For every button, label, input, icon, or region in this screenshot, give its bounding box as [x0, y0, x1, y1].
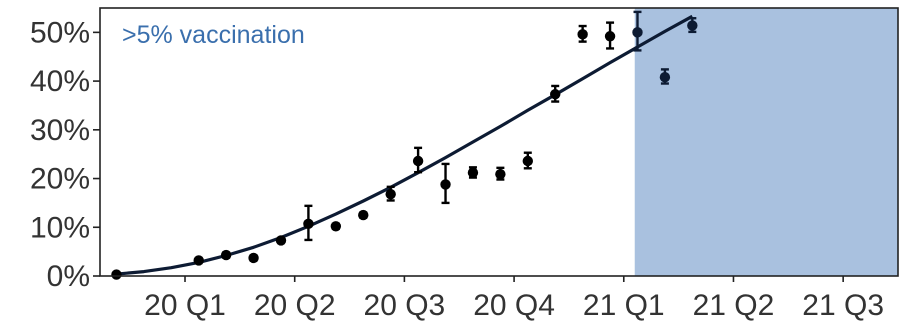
y-tick-label: 0% [47, 260, 90, 293]
data-point-marker [440, 179, 451, 190]
data-point-0 [111, 269, 122, 280]
data-point-16 [604, 21, 616, 50]
data-point-marker [220, 249, 232, 261]
data-point-marker [687, 20, 698, 31]
y-tick-label: 20% [30, 163, 90, 196]
y-tick-label: 40% [30, 65, 90, 98]
data-point-marker [193, 255, 204, 266]
data-point-marker [385, 188, 396, 200]
vaccination-shaded-region [634, 8, 898, 276]
data-point-14 [550, 84, 561, 103]
x-tick-label: 20 Q3 [364, 289, 446, 322]
data-point-15 [577, 24, 588, 43]
logistic-fit-line [116, 14, 694, 276]
data-point-marker [659, 71, 671, 83]
data-point-marker [577, 29, 588, 40]
y-tick-label: 30% [30, 114, 90, 147]
data-point-marker [330, 221, 342, 232]
data-point-marker [248, 252, 259, 264]
y-tick-label: 10% [30, 211, 90, 244]
x-tick-label: 21 Q2 [693, 289, 775, 322]
data-point-marker [632, 27, 643, 38]
data-point-4 [275, 235, 287, 246]
data-point-10 [440, 162, 451, 205]
data-point-9 [412, 146, 424, 174]
data-point-13 [522, 151, 533, 170]
data-point-1 [193, 255, 204, 266]
data-point-8 [385, 185, 396, 202]
data-point-5 [303, 204, 314, 242]
data-point-marker [111, 269, 122, 280]
data-point-3 [248, 252, 259, 264]
y-tick-label: 50% [30, 16, 90, 49]
data-point-marker [358, 209, 369, 221]
data-point-marker [495, 168, 506, 180]
data-point-marker [467, 167, 479, 178]
data-point-marker [303, 218, 314, 230]
data-point-19 [687, 17, 698, 34]
x-tick-label: 20 Q1 [144, 289, 226, 322]
x-tick-label: 21 Q1 [583, 289, 665, 322]
plot-frame [99, 7, 899, 277]
data-point-18 [659, 68, 671, 85]
data-point-7 [358, 209, 369, 221]
data-point-2 [220, 249, 232, 261]
data-point-marker [275, 235, 287, 246]
data-point-12 [495, 166, 506, 181]
data-point-marker [412, 155, 424, 167]
data-point-marker [550, 89, 561, 100]
data-point-marker [522, 155, 533, 167]
data-point-marker [604, 31, 616, 42]
data-point-6 [330, 221, 342, 232]
data-point-11 [467, 166, 479, 179]
data-point-17 [632, 10, 643, 52]
x-tick-label: 20 Q2 [254, 289, 336, 322]
shaded-region-label: >5% vaccination [122, 21, 305, 49]
x-tick-label: 21 Q3 [802, 289, 884, 322]
x-tick-label: 20 Q4 [473, 289, 555, 322]
